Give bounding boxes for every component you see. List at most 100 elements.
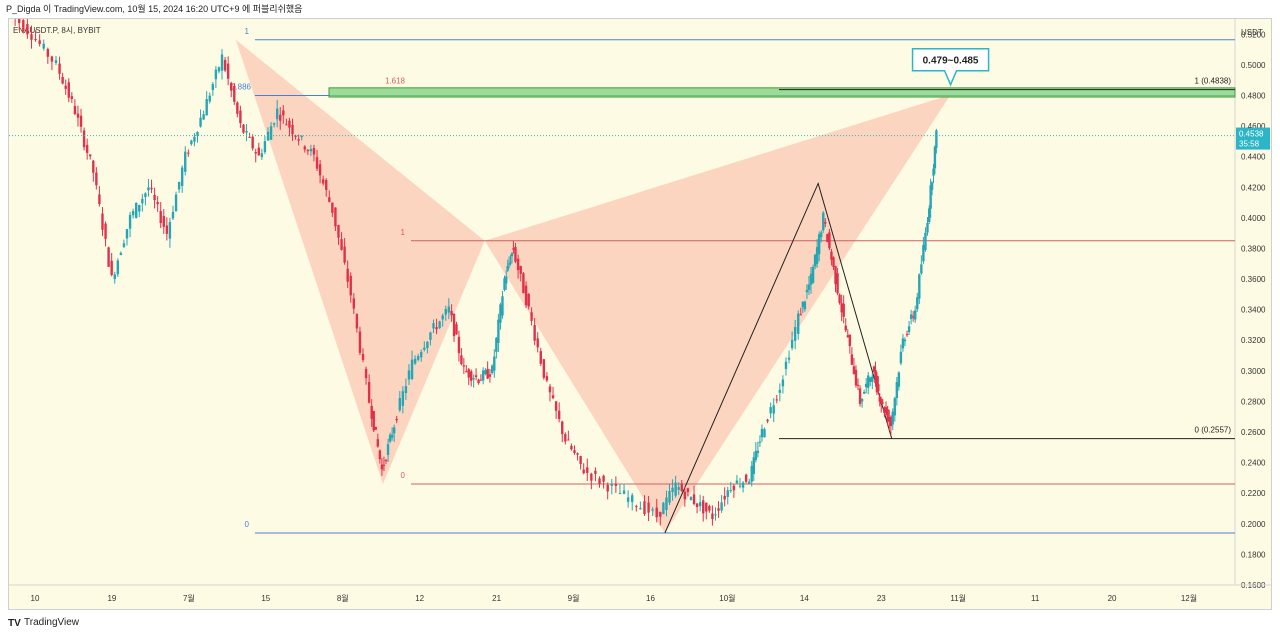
candle-body	[85, 144, 89, 153]
candle-body	[536, 338, 539, 348]
candle-body	[933, 146, 937, 169]
candle-body	[828, 232, 831, 249]
y-tick-label: 0.4200	[1241, 183, 1266, 192]
candle-body	[548, 386, 552, 393]
candle-body	[512, 248, 515, 250]
candle-body	[495, 337, 498, 352]
candle-body	[239, 110, 242, 124]
candle-body	[564, 434, 567, 442]
candle-body	[567, 439, 570, 441]
candle-body	[509, 262, 512, 264]
candle-body	[404, 386, 408, 394]
candle-body	[909, 314, 913, 319]
x-tick-label: 10월	[719, 593, 735, 603]
candle-body	[380, 464, 384, 470]
candle-body	[618, 493, 622, 495]
fib1-label: 1	[245, 27, 250, 36]
candle-body	[294, 135, 297, 137]
candle-body	[747, 481, 751, 484]
candle-body	[331, 202, 334, 213]
candle-body	[869, 377, 872, 382]
candle-body	[639, 507, 642, 510]
candle-body	[914, 310, 917, 320]
candle-body	[248, 136, 251, 138]
candle-body	[131, 211, 135, 216]
candle-body	[236, 102, 239, 114]
candle-body	[867, 375, 870, 388]
candle-body	[260, 153, 264, 158]
candle-body	[420, 351, 423, 358]
candle-body	[929, 185, 932, 209]
candle-body	[877, 384, 880, 392]
y-tick-label: 0.4800	[1241, 91, 1266, 100]
candle-body	[196, 131, 199, 136]
candle-body	[907, 326, 911, 332]
candle-body	[897, 372, 901, 387]
candle-body	[655, 507, 658, 518]
candle-body	[924, 232, 927, 250]
candle-body	[416, 356, 420, 360]
candle-body	[104, 223, 107, 239]
candle-body	[254, 151, 257, 154]
candle-body	[499, 304, 502, 323]
candle-body	[384, 460, 388, 462]
candle-body	[889, 416, 893, 427]
candle-body	[920, 264, 923, 274]
candle-body	[626, 497, 630, 502]
candle-body	[79, 115, 83, 127]
candle-body	[702, 500, 705, 514]
candle-body	[586, 467, 589, 473]
price-chart[interactable]: 0.5200 0.5000 0.4800 0.4600 0.4400 0.4200 0.40…	[9, 19, 1271, 609]
candle-body	[809, 273, 813, 285]
candle-body	[217, 67, 221, 72]
candle-body	[842, 303, 845, 317]
candle-body	[522, 273, 525, 294]
candle-body	[686, 488, 690, 493]
candle-body	[732, 485, 736, 491]
candle-body	[177, 181, 181, 190]
candle-body	[729, 490, 733, 492]
candle-body	[826, 234, 829, 243]
candle-body	[579, 456, 582, 464]
candle-body	[358, 331, 362, 353]
candle-body	[505, 276, 508, 284]
candle-body	[168, 222, 172, 239]
candle-body	[830, 251, 833, 260]
candle-body	[54, 60, 58, 63]
candle-body	[22, 20, 25, 32]
candle-body	[807, 284, 811, 290]
y-tick-label: 0.2400	[1241, 459, 1266, 468]
x-tick-label: 14	[800, 594, 809, 603]
candle-body	[328, 197, 331, 202]
candle-body	[741, 482, 745, 488]
candle-body	[42, 43, 45, 49]
candle-body	[635, 506, 638, 508]
candle-body	[401, 391, 405, 406]
candle-body	[153, 194, 156, 201]
candle-body	[680, 483, 683, 492]
candle-body	[864, 383, 868, 388]
candle-body	[760, 428, 764, 438]
pattern-triangle-xab	[235, 39, 485, 485]
candle-body	[698, 502, 702, 507]
candles-group	[14, 19, 938, 526]
candle-body	[263, 141, 267, 153]
candle-body	[811, 267, 815, 283]
candle-body	[820, 232, 823, 238]
candle-body	[107, 247, 110, 267]
candle-body	[156, 202, 159, 205]
candle-body	[208, 95, 211, 102]
candle-body	[162, 216, 165, 227]
candle-body	[472, 378, 475, 380]
candle-body	[30, 34, 33, 40]
candle-body	[775, 399, 778, 401]
candle-body	[134, 203, 138, 218]
candle-body	[119, 252, 123, 256]
candle-body	[824, 222, 827, 224]
candle-body	[395, 418, 398, 421]
candle-body	[717, 508, 720, 511]
candle-body	[930, 182, 934, 190]
chart-frame[interactable]: 0.5200 0.5000 0.4800 0.4600 0.4400 0.4200 0.40…	[8, 18, 1272, 610]
candle-body	[659, 511, 662, 517]
candle-body	[180, 167, 184, 187]
